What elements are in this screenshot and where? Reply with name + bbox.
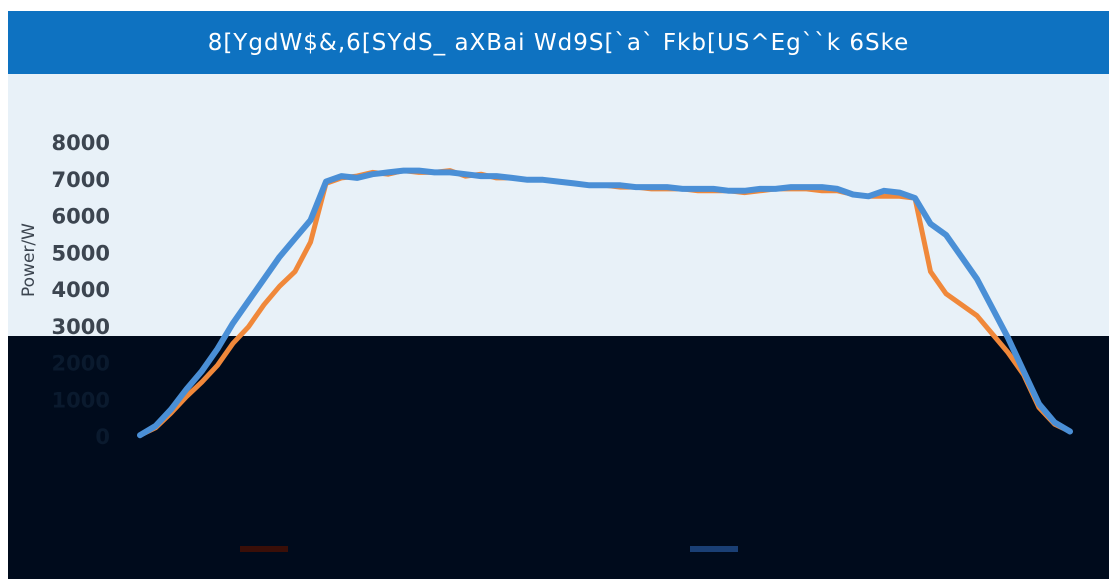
y-tick-label: 0 bbox=[95, 425, 110, 449]
y-tick-label: 1000 bbox=[52, 388, 110, 412]
y-axis-ticks: 8000 7000 6000 5000 4000 3000 2000 1000 0 bbox=[52, 131, 110, 449]
dark-overlay-band bbox=[8, 336, 1109, 579]
y-tick-label: 8000 bbox=[52, 131, 110, 155]
y-tick-label: 2000 bbox=[52, 352, 110, 376]
series-lines bbox=[137, 167, 1073, 439]
y-tick-label: 6000 bbox=[52, 205, 110, 229]
series-line-blue bbox=[137, 167, 1073, 439]
y-tick-label: 5000 bbox=[52, 241, 110, 265]
y-axis-title: Power/W bbox=[19, 223, 39, 297]
chart-title: 8[YgdW$&,6[SYdS_ aXBai Wd9S[`a` Fkb[US^E… bbox=[207, 29, 910, 56]
y-tick-label: 3000 bbox=[52, 315, 110, 339]
y-tick-label: 7000 bbox=[52, 168, 110, 192]
plot-area bbox=[8, 74, 1109, 336]
chart-title-banner: 8[YgdW$&,6[SYdS_ aXBai Wd9S[`a` Fkb[US^E… bbox=[8, 11, 1109, 74]
series-line-orange bbox=[137, 168, 1073, 438]
y-tick-label: 4000 bbox=[52, 278, 110, 302]
